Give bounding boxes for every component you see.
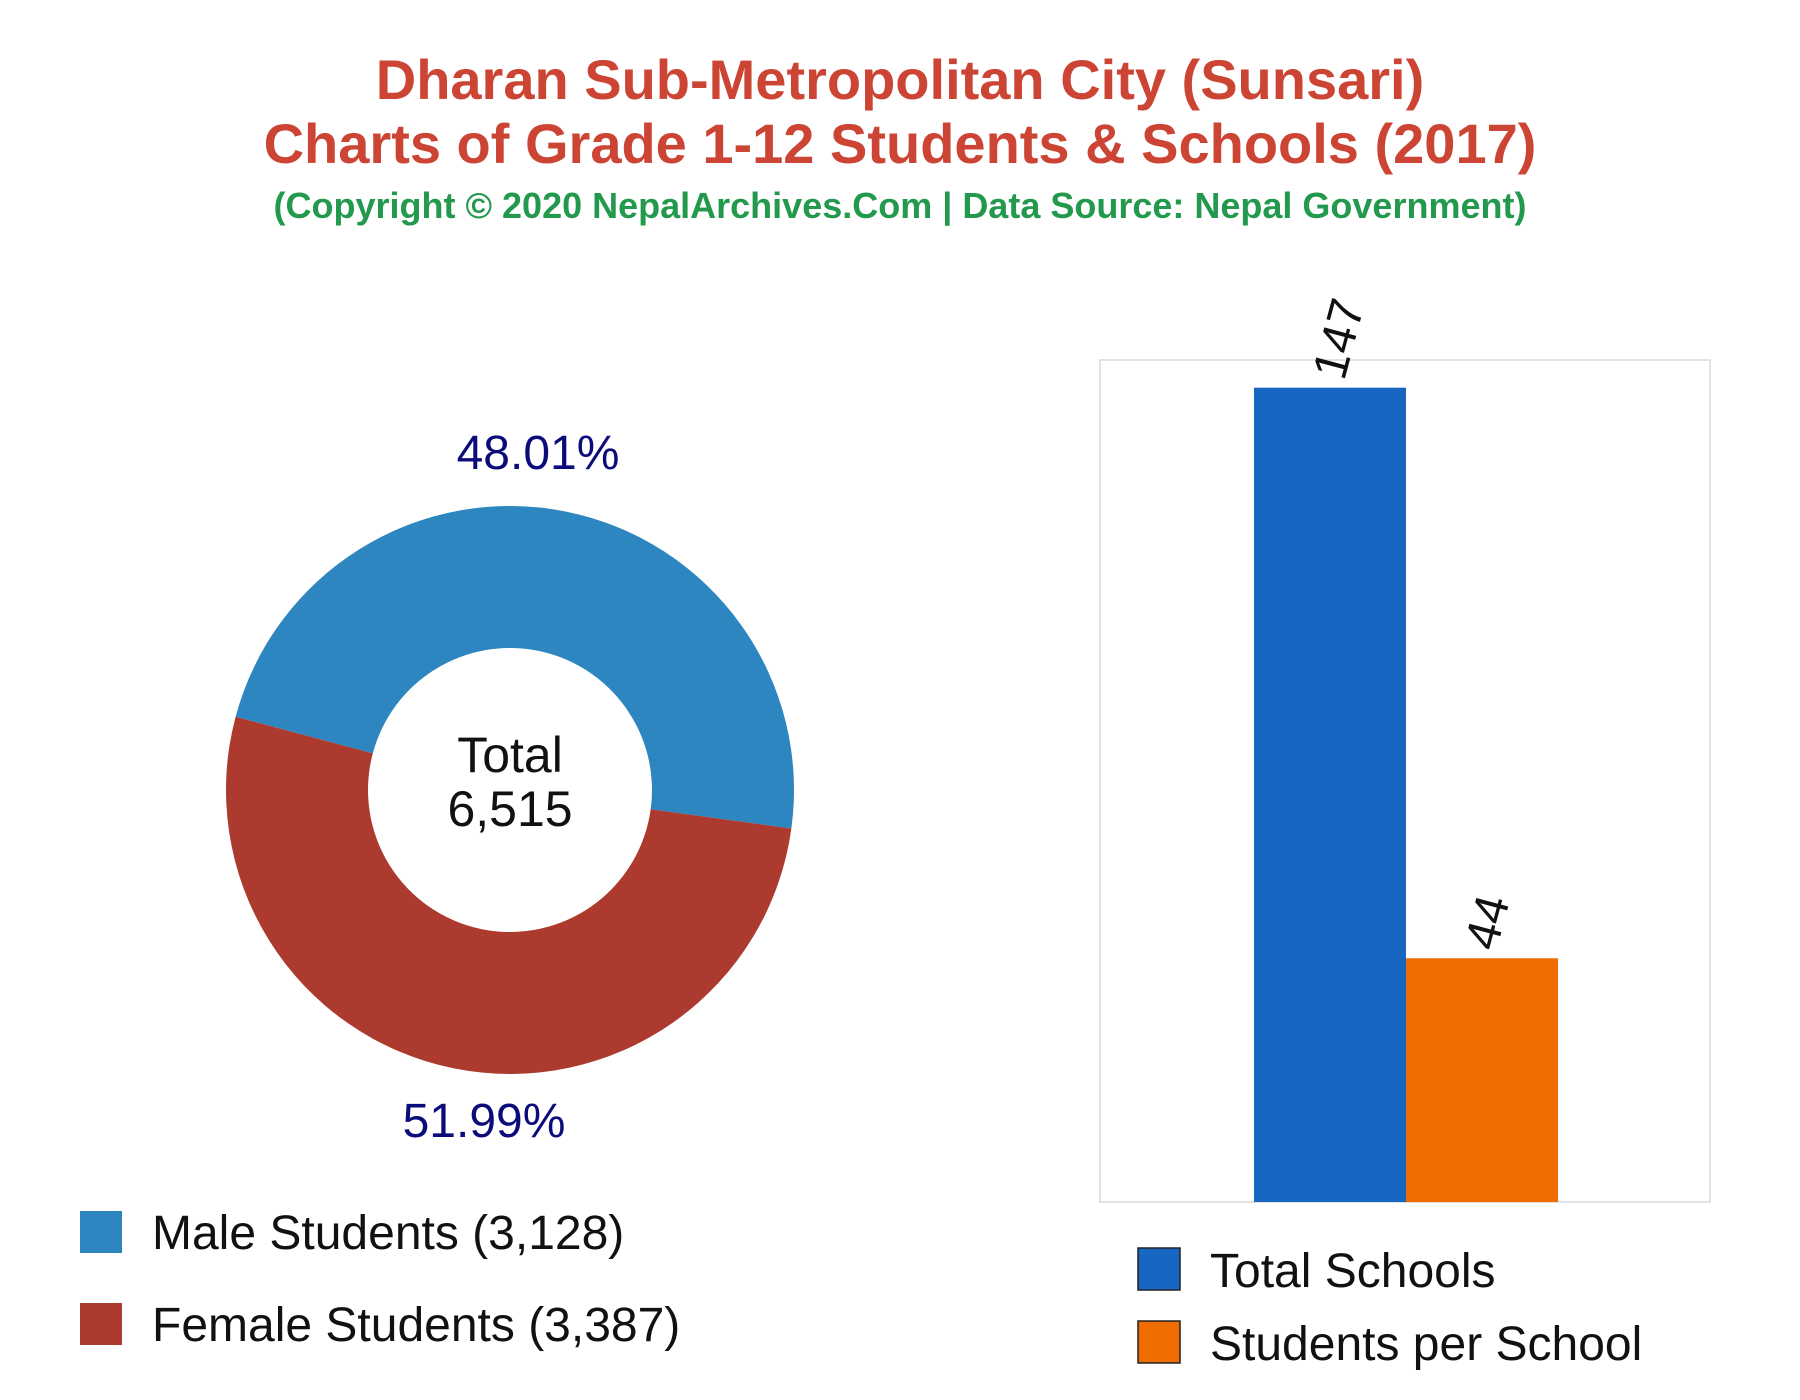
donut-chart: Total 6,515 48.01% 51.99% — [225, 427, 794, 1148]
bar-legend: Total Schools Students per School — [1137, 1245, 1642, 1371]
bar-total-schools — [1254, 387, 1406, 1202]
legend-male-label: Male Students (3,128) — [152, 1207, 624, 1260]
legend-total-schools-swatch — [1137, 1247, 1181, 1291]
legend-female-swatch — [80, 1303, 122, 1345]
chart-title-line1: Dharan Sub-Metropolitan City (Sunsari) — [375, 48, 1425, 111]
title-block: Dharan Sub-Metropolitan City (Sunsari) C… — [0, 48, 1800, 236]
donut-legend: Male Students (3,128) Female Students (3… — [80, 1207, 680, 1352]
chart-subtitle: (Copyright © 2020 NepalArchives.Com | Da… — [273, 185, 1527, 226]
bar-students-per-school — [1406, 958, 1558, 1202]
donut-center-value: 6,515 — [447, 781, 572, 837]
female-percent-label: 51.99% — [403, 1095, 566, 1148]
legend-total-schools-label: Total Schools — [1210, 1245, 1496, 1298]
chart-title-line2: Charts of Grade 1-12 Students & Schools … — [263, 112, 1537, 175]
legend-male-swatch — [80, 1211, 122, 1253]
legend-students-per-school-swatch — [1137, 1320, 1181, 1364]
donut-slice-male — [235, 506, 794, 829]
legend-students-per-school-label: Students per School — [1210, 1318, 1642, 1371]
donut-center-label: Total — [457, 727, 563, 783]
donut-slice-female — [225, 716, 792, 1075]
male-percent-label: 48.01% — [457, 427, 620, 480]
legend-female-label: Female Students (3,387) — [152, 1299, 680, 1352]
